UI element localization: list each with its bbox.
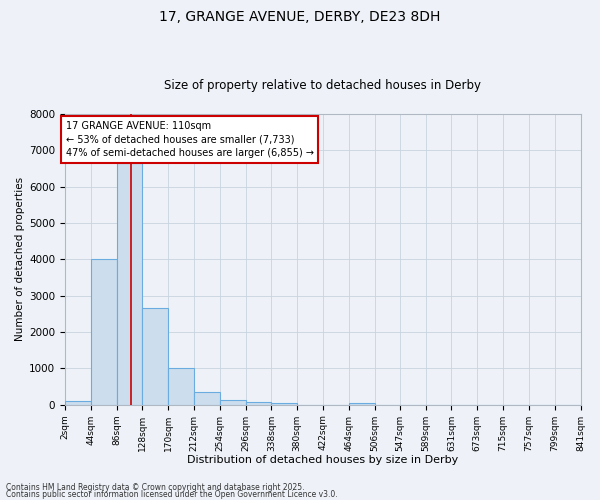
Bar bbox=[220, 400, 245, 404]
Bar bbox=[271, 403, 297, 404]
Bar bbox=[349, 403, 374, 404]
Title: Size of property relative to detached houses in Derby: Size of property relative to detached ho… bbox=[164, 79, 481, 92]
Bar bbox=[91, 260, 116, 404]
Bar bbox=[194, 392, 220, 404]
Bar bbox=[245, 402, 271, 404]
Y-axis label: Number of detached properties: Number of detached properties bbox=[15, 178, 25, 342]
Bar bbox=[142, 308, 168, 404]
Text: Contains HM Land Registry data © Crown copyright and database right 2025.: Contains HM Land Registry data © Crown c… bbox=[6, 484, 305, 492]
Text: 17, GRANGE AVENUE, DERBY, DE23 8DH: 17, GRANGE AVENUE, DERBY, DE23 8DH bbox=[160, 10, 440, 24]
Text: 17 GRANGE AVENUE: 110sqm
← 53% of detached houses are smaller (7,733)
47% of sem: 17 GRANGE AVENUE: 110sqm ← 53% of detach… bbox=[65, 122, 314, 158]
Text: Contains public sector information licensed under the Open Government Licence v3: Contains public sector information licen… bbox=[6, 490, 338, 499]
Bar bbox=[65, 401, 91, 404]
Bar bbox=[168, 368, 194, 404]
X-axis label: Distribution of detached houses by size in Derby: Distribution of detached houses by size … bbox=[187, 455, 458, 465]
Bar bbox=[116, 163, 142, 404]
